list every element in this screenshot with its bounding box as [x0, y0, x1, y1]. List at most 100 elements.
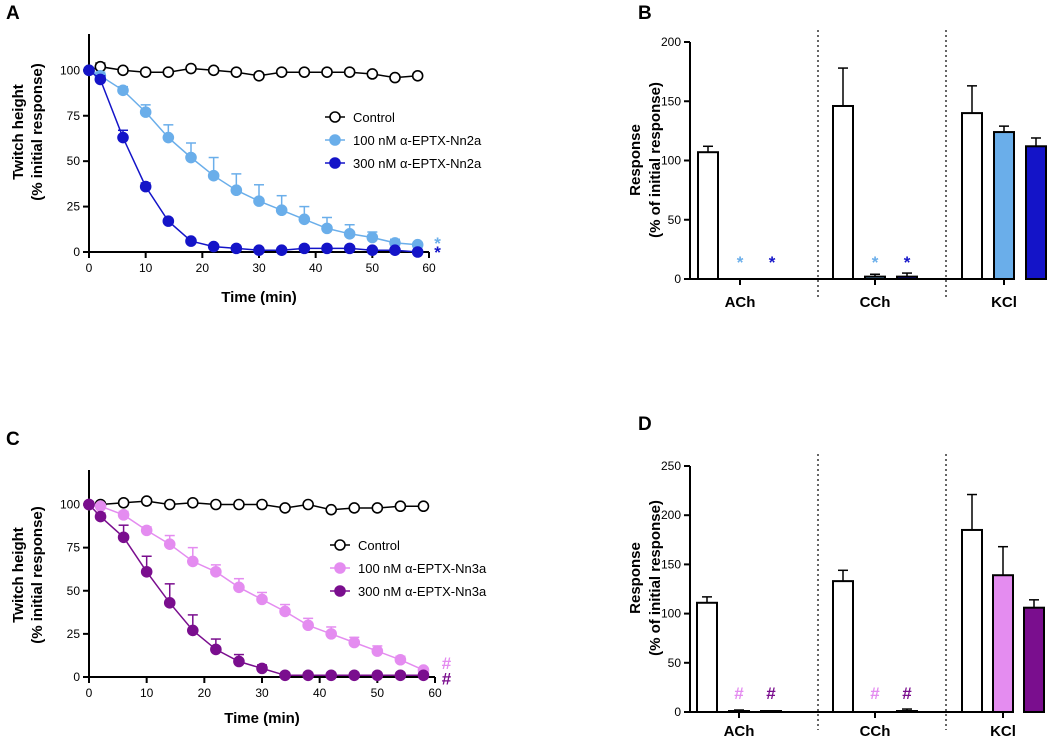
bar	[697, 151, 719, 280]
data-point	[279, 605, 291, 618]
legend-label: 300 nM α-EPTX-Nn3a	[358, 584, 487, 599]
significance-marker: *	[434, 234, 441, 253]
data-point	[321, 66, 333, 78]
data-point	[94, 73, 107, 86]
data-point	[233, 498, 245, 511]
data-point	[230, 242, 243, 255]
legend-entry: 100 nM α-EPTX-Nn3a	[330, 561, 487, 576]
data-point	[343, 228, 356, 240]
series-line	[88, 503, 424, 671]
category-label: ACh	[725, 294, 756, 311]
legend-label: Control	[353, 110, 395, 125]
data-point	[140, 565, 153, 578]
legend-label: 100 nM α-EPTX-Nn2a	[353, 133, 482, 148]
legend-entry: 300 nM α-EPTX-Nn3a	[330, 584, 487, 599]
data-point	[210, 498, 222, 511]
y-tick-label: 50	[67, 154, 81, 168]
data-point	[253, 195, 265, 207]
series-nn2a_300	[83, 64, 424, 258]
y-tick-label: 75	[67, 109, 81, 123]
data-point	[94, 510, 107, 523]
data-point	[187, 496, 199, 509]
data-point	[94, 500, 107, 513]
significance-marker: *	[434, 243, 441, 262]
data-point	[162, 131, 175, 144]
y-tick-label: 200	[661, 508, 681, 522]
data-point	[394, 669, 407, 682]
data-point	[302, 498, 314, 511]
x-tick-label: 0	[86, 261, 93, 275]
significance-marker: *	[904, 253, 911, 272]
y-tick-label: 200	[661, 35, 681, 49]
y-tick-label: 100	[661, 154, 681, 168]
y-tick-label: 250	[661, 459, 681, 473]
x-tick-label: 40	[309, 261, 323, 275]
significance-marker: #	[870, 684, 880, 703]
data-point	[348, 669, 361, 682]
x-tick-label: 20	[198, 686, 212, 700]
data-point	[117, 496, 130, 509]
x-tick-label: 30	[252, 261, 266, 275]
data-point	[389, 244, 401, 256]
data-point	[253, 69, 265, 82]
data-point	[298, 66, 311, 78]
significance-marker: *	[872, 253, 879, 272]
legend-label: Control	[358, 538, 400, 553]
significance-marker: *	[737, 253, 744, 272]
data-point	[394, 500, 407, 513]
y-axis-title-line-1: Twitch height	[10, 84, 27, 180]
panel-letter-a: A	[6, 3, 20, 24]
data-point	[325, 628, 338, 640]
category-label: CCh	[860, 723, 891, 740]
panel-letter-b: B	[638, 3, 652, 24]
data-point	[185, 151, 197, 164]
data-point	[298, 213, 311, 226]
panel-letter-c: C	[6, 429, 20, 450]
significance-marker: #	[766, 684, 776, 703]
data-point	[187, 624, 199, 637]
data-point	[371, 669, 384, 682]
y-axis-title-line-2: (% of initial response)	[647, 82, 664, 238]
x-tick-label: 40	[313, 686, 327, 700]
bar	[760, 710, 782, 713]
x-tick-label: 30	[255, 686, 269, 700]
y-axis-title-line-1: Response	[627, 124, 644, 196]
x-tick-label: 10	[140, 686, 154, 700]
plot-area: 0 25 50 75 100 0 10 20 30 40 50 60## Control 100 nM α…	[60, 470, 487, 700]
bar	[728, 710, 750, 713]
x-tick-label: 10	[139, 261, 153, 275]
category-label: KCl	[990, 723, 1016, 740]
data-point	[233, 581, 245, 594]
bar	[1025, 145, 1047, 280]
bar	[896, 275, 918, 281]
legend-label: 300 nM α-EPTX-Nn2a	[353, 156, 482, 171]
series-line	[88, 65, 418, 79]
data-point	[117, 64, 129, 77]
data-point	[163, 498, 176, 511]
legend-marker	[329, 111, 341, 123]
panel-b-bar-chart: B Response (% of initial response) 0 50 10…	[627, 3, 1047, 311]
x-tick-label: 50	[371, 686, 385, 700]
category-label: ACh	[724, 723, 755, 740]
series-nn3a_300	[83, 498, 430, 682]
data-point	[321, 242, 333, 255]
data-point	[302, 669, 314, 682]
data-point	[279, 502, 291, 514]
data-point	[343, 242, 356, 255]
category-label: CCh	[860, 294, 891, 311]
bar	[832, 580, 854, 713]
legend-marker	[334, 585, 346, 597]
x-axis-title: Time (min)	[224, 710, 300, 727]
data-point	[411, 246, 424, 258]
data-point	[371, 645, 384, 657]
y-tick-label: 50	[67, 584, 81, 598]
data-point	[275, 66, 288, 78]
y-tick-label: 150	[661, 557, 681, 571]
data-point	[210, 643, 222, 656]
data-point	[83, 64, 95, 77]
data-point	[139, 180, 152, 193]
legend-marker	[334, 539, 346, 551]
data-point	[256, 662, 268, 675]
bar	[1023, 606, 1045, 713]
